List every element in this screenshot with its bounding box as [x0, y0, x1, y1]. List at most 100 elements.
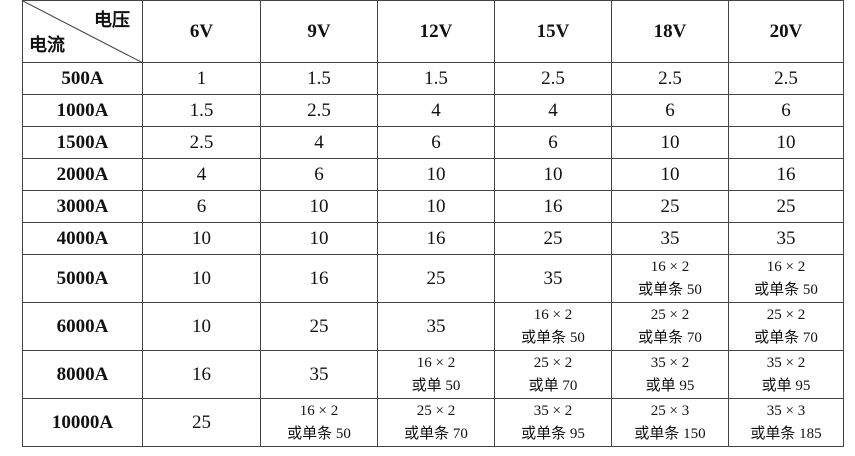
cell: 4	[494, 94, 612, 127]
cell: 10	[728, 126, 844, 159]
cell: 35 × 3 或单条 185	[728, 398, 844, 447]
column-header: 12V	[377, 0, 495, 63]
cell: 25	[494, 222, 612, 255]
cell: 10	[377, 158, 495, 191]
row-header: 8000A	[22, 350, 143, 399]
cell-line: 或单条 150	[634, 425, 706, 442]
cell: 25	[611, 190, 729, 223]
cell: 16	[728, 158, 844, 191]
cell: 6	[728, 94, 844, 127]
cell: 16	[494, 190, 612, 223]
row-header: 3000A	[22, 190, 143, 223]
cell-line: 25 × 2	[416, 402, 456, 419]
row-header: 6000A	[22, 302, 143, 351]
header-row: 电压 电流 6V 9V 12V 15V 18V 20V	[22, 0, 844, 63]
cell: 4	[260, 126, 378, 159]
cell: 25 × 2 或单 70	[494, 350, 612, 399]
cell: 2.5	[494, 62, 612, 95]
row: 8000A 16 35 16 × 2 或单 50 25 × 2 或单 70 35 × 2 或单 …	[22, 350, 844, 399]
cell: 25 × 2 或单条 70	[611, 302, 729, 351]
cell: 1	[142, 62, 261, 95]
cell: 10	[142, 222, 261, 255]
cell: 16	[377, 222, 495, 255]
cell: 35 × 2 或单 95	[728, 350, 844, 399]
cell-line: 或单 70	[528, 377, 578, 394]
cell-line: 25 × 3	[650, 402, 690, 419]
spec-table: 电压 电流 6V 9V 12V 15V 18V 20V 500A 1 1.5 1.5 2.5 2.5…	[22, 0, 844, 447]
cell: 16 × 2 或单 50	[377, 350, 495, 399]
row: 500A 1 1.5 1.5 2.5 2.5 2.5	[22, 62, 844, 95]
row-header: 1000A	[22, 94, 143, 127]
cell-line: 或单条 50	[638, 281, 702, 298]
cell-line: 或单条 185	[750, 425, 822, 442]
cell-line: 35 × 3	[766, 402, 806, 419]
cell-line: 或单 95	[645, 377, 695, 394]
cell: 10	[260, 222, 378, 255]
cell: 4	[142, 158, 261, 191]
cell-line: 或单 50	[411, 377, 461, 394]
table-wrap: 电压 电流 6V 9V 12V 15V 18V 20V 500A 1 1.5 1.5 2.5 2.5…	[22, 0, 844, 447]
cell: 25	[728, 190, 844, 223]
row-header: 500A	[22, 62, 143, 95]
column-header: 15V	[494, 0, 612, 63]
cell: 1.5	[142, 94, 261, 127]
diagonal	[23, 1, 143, 63]
row: 4000A 10 10 16 25 35 35	[22, 222, 844, 255]
cell: 16 × 2 或单条 50	[611, 254, 729, 303]
cell: 6	[260, 158, 378, 191]
cell: 10	[142, 302, 261, 351]
row-header: 10000A	[22, 398, 143, 447]
cell: 35	[494, 254, 612, 303]
row: 6000A 10 25 35 16 × 2 或单条 50 25 × 2 或单条 70 25 × …	[22, 302, 844, 351]
cell: 4	[377, 94, 495, 127]
cell: 25 × 3 或单条 150	[611, 398, 729, 447]
cell: 6	[494, 126, 612, 159]
cell-line: 25 × 2	[533, 354, 573, 371]
cell: 16 × 2 或单条 50	[494, 302, 612, 351]
cell: 25 × 2 或单条 70	[728, 302, 844, 351]
cell: 2.5	[260, 94, 378, 127]
cell: 35	[260, 350, 378, 399]
cell-line: 25 × 2	[650, 306, 690, 323]
cell: 2.5	[611, 62, 729, 95]
cell: 2.5	[142, 126, 261, 159]
row: 1000A 1.5 2.5 4 4 6 6	[22, 94, 844, 127]
cell: 35 × 2 或单条 95	[494, 398, 612, 447]
cell-line: 16 × 2	[766, 258, 806, 275]
cell-line: 或单条 70	[404, 425, 468, 442]
row: 1500A 2.5 4 6 6 10 10	[22, 126, 844, 159]
cell: 6	[142, 190, 261, 223]
cell-line: 16 × 2	[533, 306, 573, 323]
cell: 2.5	[728, 62, 844, 95]
column-header: 6V	[142, 0, 261, 63]
cell-line: 35 × 2	[650, 354, 690, 371]
corner-bottom: 电流	[29, 35, 65, 55]
cell: 1.5	[260, 62, 378, 95]
cell-line: 或单条 70	[638, 329, 702, 346]
cell-line: 25 × 2	[766, 306, 806, 323]
row: 2000A 4 6 10 10 10 16	[22, 158, 844, 191]
cell-line: 16 × 2	[299, 402, 339, 419]
cell: 16	[142, 350, 261, 399]
cell-line: 或单条 50	[754, 281, 818, 298]
cell: 16	[260, 254, 378, 303]
cell-line: 35 × 2	[766, 354, 806, 371]
cell: 35	[611, 222, 729, 255]
cell: 10	[611, 126, 729, 159]
cell: 25	[142, 398, 261, 447]
cell: 25	[260, 302, 378, 351]
cell: 6	[377, 126, 495, 159]
cell: 10	[142, 254, 261, 303]
cell: 35 × 2 或单 95	[611, 350, 729, 399]
cell: 35	[377, 302, 495, 351]
corner-top: 电压	[94, 10, 130, 30]
column-header: 9V	[260, 0, 378, 63]
cell-line: 或单条 50	[521, 329, 585, 346]
cell: 10	[494, 158, 612, 191]
cell: 25 × 2 或单条 70	[377, 398, 495, 447]
cell: 35	[728, 222, 844, 255]
cell-line: 或单条 50	[287, 425, 351, 442]
cell-line: 35 × 2	[533, 402, 573, 419]
cell: 10	[260, 190, 378, 223]
